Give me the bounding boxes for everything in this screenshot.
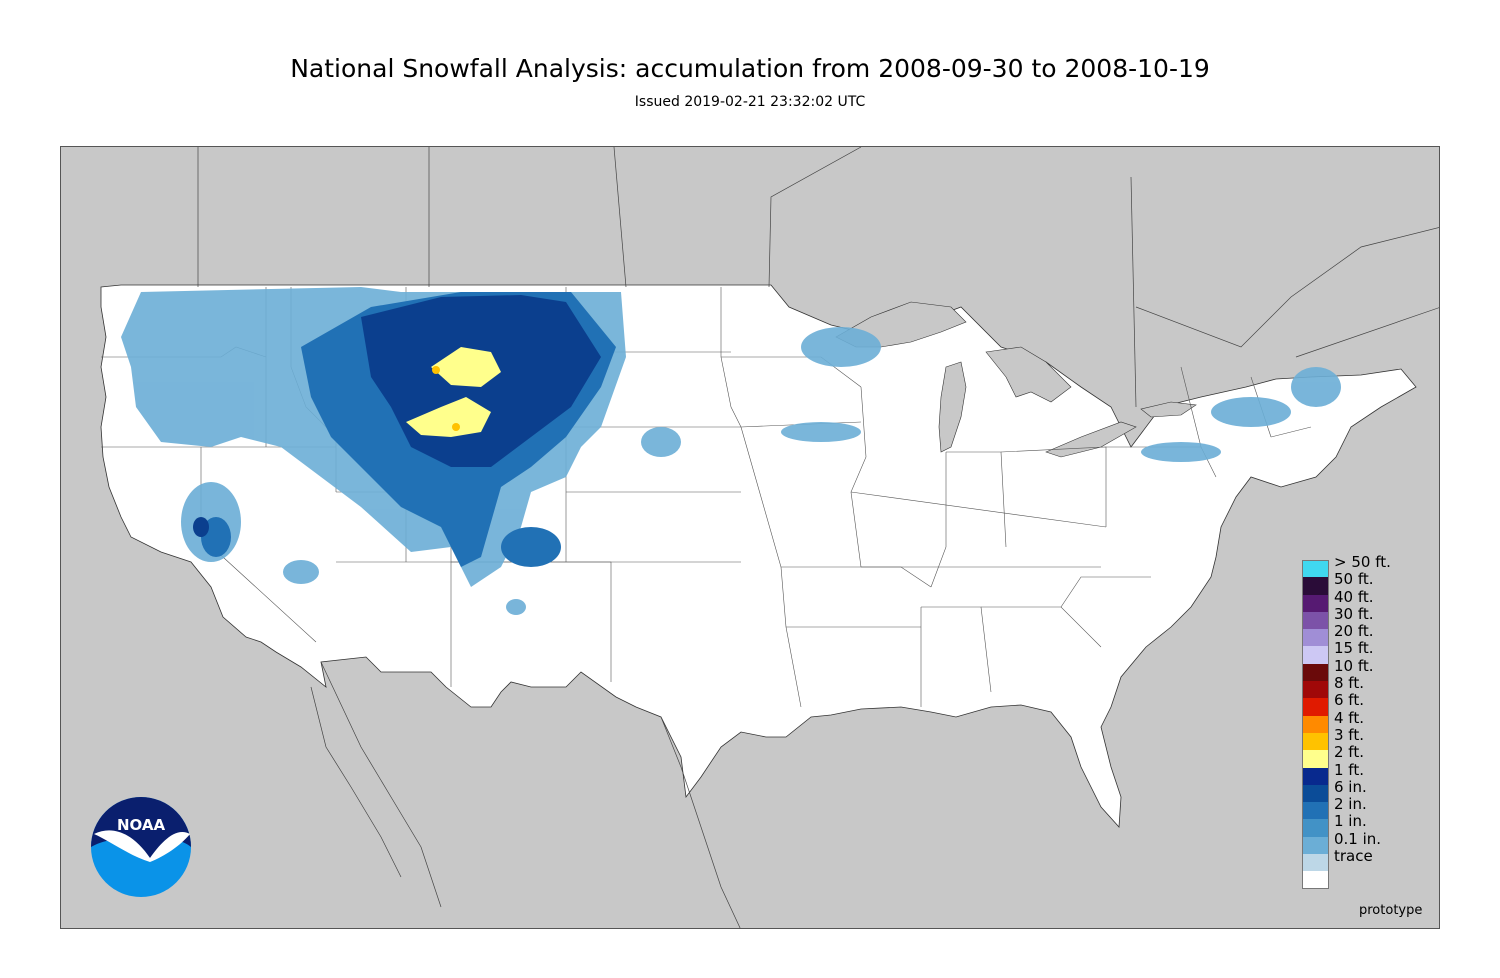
legend-swatch [1302, 836, 1329, 855]
legend-swatch [1302, 871, 1329, 889]
lake-michigan [938, 361, 967, 453]
legend-label: 8 ft. [1334, 674, 1364, 693]
noaa-logo-text: NOAA [117, 816, 166, 834]
legend-swatch [1302, 732, 1329, 751]
legend-label: 2 ft. [1334, 743, 1364, 762]
lake-huron [985, 346, 1072, 403]
legend-label: 3 ft. [1334, 725, 1364, 744]
legend-label: 50 ft. [1334, 570, 1374, 589]
legend-swatch [1302, 646, 1329, 664]
snowfall-map[interactable]: prototype [60, 146, 1440, 929]
noaa-logo: NOAA [90, 796, 192, 898]
legend-swatch [1302, 767, 1329, 785]
legend-label: 0.1 in. [1334, 829, 1382, 848]
legend-label: 30 ft. [1334, 604, 1374, 623]
legend-swatch [1302, 802, 1329, 820]
legend-swatch [1302, 698, 1329, 716]
legend-label: 1 ft. [1334, 760, 1364, 779]
map-title: National Snowfall Analysis: accumulation… [290, 54, 1210, 83]
legend-swatch [1302, 750, 1329, 768]
legend-swatch [1302, 629, 1329, 647]
map-subtitle: Issued 2019-02-21 23:32:02 UTC [634, 94, 866, 110]
legend-label: 2 in. [1334, 795, 1367, 814]
legend-label: > 50 ft. [1334, 553, 1391, 571]
legend-label: 6 ft. [1334, 691, 1364, 710]
legend-swatch [1302, 784, 1329, 803]
international-border-lines [197, 147, 1439, 928]
legend-swatch [1302, 663, 1329, 682]
legend-label: 6 in. [1334, 777, 1367, 796]
legend-label: 1 in. [1334, 812, 1367, 831]
legend-label: 10 ft. [1334, 656, 1374, 675]
legend-label: 15 ft. [1334, 639, 1374, 658]
legend-swatch [1302, 611, 1329, 630]
snowfall-2ft-areas [432, 366, 460, 431]
legend-label: 40 ft. [1334, 587, 1374, 606]
lake-erie [1045, 421, 1137, 458]
legend-swatch [1302, 854, 1329, 872]
legend-label: 20 ft. [1334, 622, 1374, 641]
legend-label: trace [1334, 847, 1373, 866]
legend-swatch [1302, 594, 1329, 612]
lake-ontario [1140, 401, 1197, 418]
legend-swatch [1302, 715, 1329, 733]
legend-swatch [1302, 681, 1329, 699]
snowfall-foot-areas [406, 347, 501, 437]
legend-label: 4 ft. [1334, 708, 1364, 727]
legend-swatch [1302, 819, 1329, 837]
map-canvas [100, 147, 1439, 928]
legend-swatch [1302, 560, 1329, 578]
prototype-label: prototype [1359, 903, 1423, 918]
legend-swatch [1302, 577, 1329, 595]
